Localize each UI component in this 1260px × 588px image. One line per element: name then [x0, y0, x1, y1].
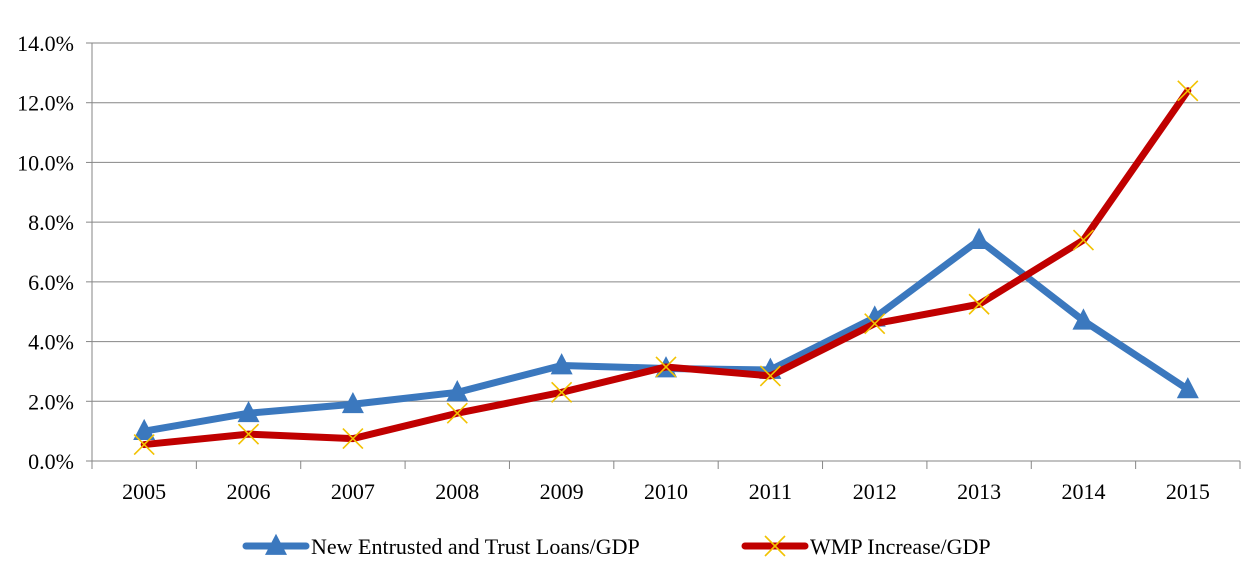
- data-point: [1176, 377, 1199, 399]
- x-tick-label: 2007: [331, 479, 375, 504]
- x-marker-stroke: [864, 313, 886, 335]
- y-tick-label: 2.0%: [28, 389, 74, 414]
- data-point: [446, 380, 469, 402]
- x-tick-label: 2013: [957, 479, 1001, 504]
- series-2: [133, 80, 1199, 456]
- x-marker-stroke: [1072, 229, 1095, 251]
- y-tick-label: 6.0%: [28, 270, 74, 295]
- data-point: [1072, 229, 1095, 251]
- y-tick-label: 8.0%: [28, 210, 74, 235]
- x-marker-stroke: [968, 293, 990, 315]
- y-tick-label: 10.0%: [17, 150, 74, 175]
- x-marker-stroke: [446, 402, 468, 424]
- y-tick-labels: 0.0% 2.0% 4.0% 6.0% 8.0% 10.0% 12.0% 14.0%: [17, 31, 74, 474]
- x-marker-stroke: [133, 434, 155, 456]
- legend: New Entrusted and Trust Loans/GDP WMP Inc…: [242, 533, 991, 559]
- x-tick-label: 2011: [749, 479, 792, 504]
- data-point: [864, 313, 886, 335]
- x-tick-label: 2012: [853, 479, 897, 504]
- data-point: [655, 356, 677, 378]
- axes: [86, 42, 1241, 469]
- legend-marker: [265, 533, 287, 555]
- x-marker-stroke: [1177, 80, 1199, 102]
- series-line: [140, 87, 1192, 449]
- series-lines: [133, 80, 1199, 456]
- data-point: [446, 402, 468, 424]
- x-tick-label: 2010: [644, 479, 688, 504]
- data-point: [551, 381, 573, 403]
- x-marker-stroke: [551, 381, 573, 403]
- y-tick-label: 0.0%: [28, 449, 74, 474]
- y-tick-label: 4.0%: [28, 330, 74, 355]
- x-marker-stroke: [237, 423, 260, 445]
- gridlines: [92, 42, 1240, 402]
- x-marker-stroke: [655, 356, 677, 378]
- x-tick-labels: 2005 2006 2007 2008 2009 2010 2011 2012 2013 2014…: [122, 479, 1210, 504]
- x-tick-label: 2005: [122, 479, 166, 504]
- data-point: [133, 434, 155, 456]
- y-tick-label: 12.0%: [17, 91, 74, 116]
- data-point: [237, 400, 260, 423]
- data-point: [968, 227, 991, 249]
- x-tick-label: 2009: [540, 479, 584, 504]
- x-tick-label: 2006: [227, 479, 271, 504]
- x-tick-label: 2008: [435, 479, 479, 504]
- y-tick-label: 14.0%: [17, 31, 74, 56]
- data-point: [341, 391, 364, 414]
- data-point: [1177, 80, 1199, 102]
- data-point: [1072, 308, 1095, 330]
- x-marker-stroke: [764, 535, 786, 557]
- data-point: [968, 293, 990, 315]
- legend-label: New Entrusted and Trust Loans/GDP: [311, 534, 640, 559]
- legend-item: New Entrusted and Trust Loans/GDP: [242, 533, 640, 559]
- data-point: [133, 418, 156, 441]
- legend-marker: [764, 535, 786, 557]
- legend-item: WMP Increase/GDP: [741, 534, 991, 559]
- x-marker-stroke: [342, 428, 364, 450]
- x-marker-stroke: [759, 365, 781, 387]
- x-tick-label: 2014: [1061, 479, 1105, 504]
- data-point: [759, 365, 781, 387]
- data-point: [342, 428, 364, 450]
- data-point: [237, 423, 260, 445]
- x-tick-label: 2015: [1166, 479, 1210, 504]
- legend-label: WMP Increase/GDP: [810, 534, 991, 559]
- data-point: [550, 353, 573, 375]
- series-1: [133, 227, 1199, 441]
